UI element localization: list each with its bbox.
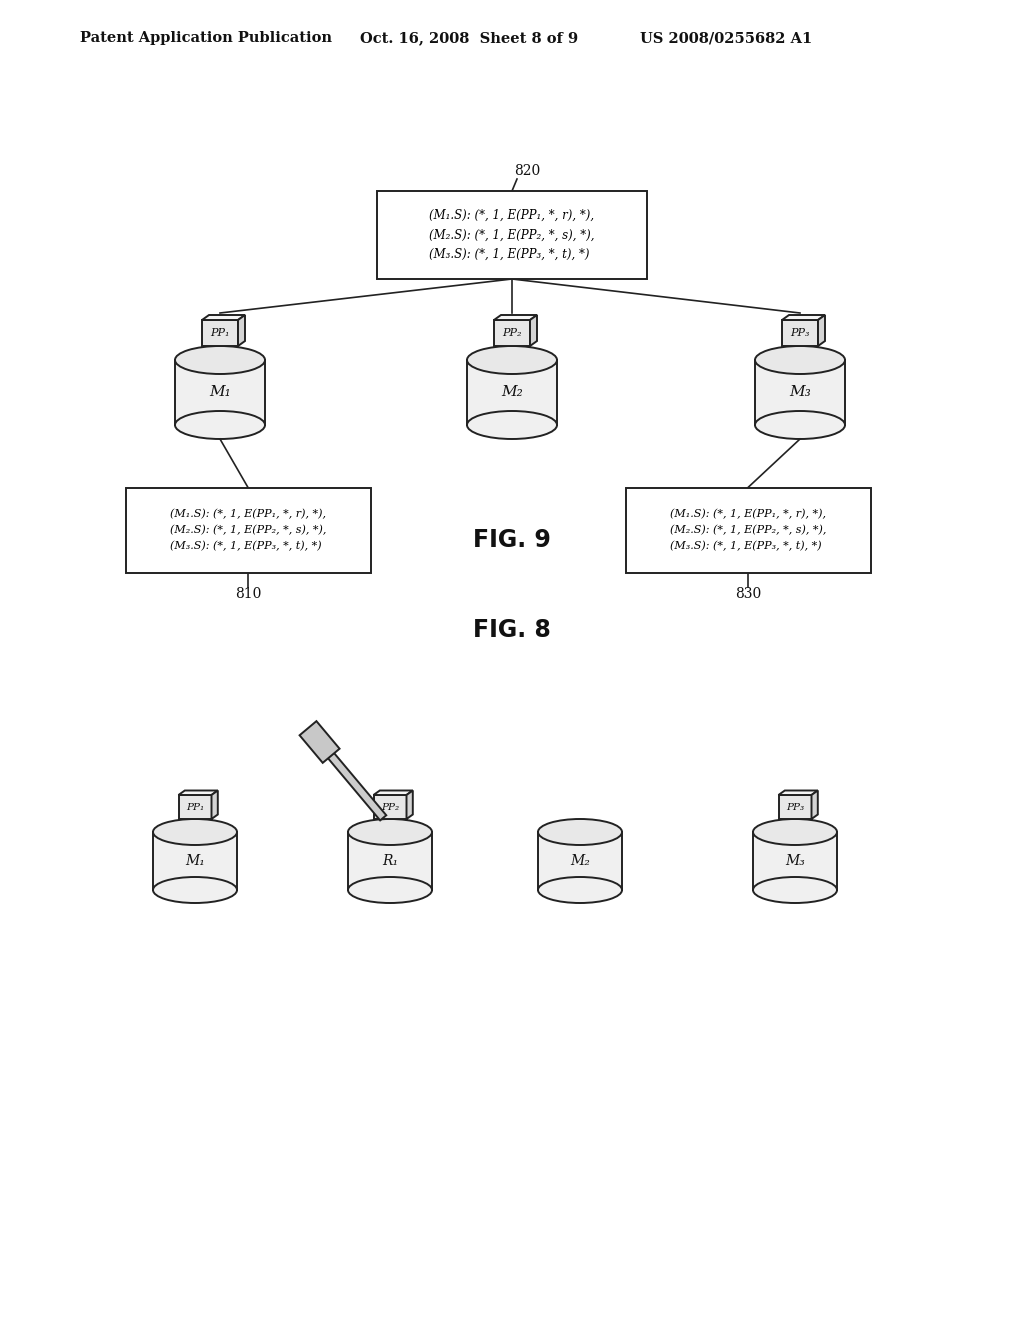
- Text: PP₂: PP₂: [502, 327, 522, 338]
- Ellipse shape: [755, 346, 845, 374]
- Polygon shape: [407, 791, 413, 818]
- FancyBboxPatch shape: [626, 487, 870, 573]
- Text: (M₁.S): (*, 1, E(PP₁, *, r), *),
(M₂.S): (*, 1, E(PP₂, *, s), *),
(M₃.S): (*, 1,: (M₁.S): (*, 1, E(PP₁, *, r), *), (M₂.S):…: [670, 510, 826, 550]
- Polygon shape: [178, 791, 218, 795]
- Polygon shape: [467, 360, 557, 425]
- Polygon shape: [374, 795, 407, 818]
- Text: R₁: R₁: [382, 854, 398, 869]
- Ellipse shape: [753, 818, 837, 845]
- Ellipse shape: [755, 411, 845, 440]
- Polygon shape: [374, 791, 413, 795]
- Text: PP₁: PP₁: [186, 803, 204, 812]
- Text: 810: 810: [234, 587, 261, 602]
- Text: M₃: M₃: [785, 854, 805, 869]
- Text: FIG. 9: FIG. 9: [473, 528, 551, 552]
- Polygon shape: [238, 315, 245, 346]
- Polygon shape: [202, 315, 245, 319]
- Ellipse shape: [348, 876, 432, 903]
- Polygon shape: [178, 795, 212, 818]
- Polygon shape: [153, 832, 237, 890]
- Polygon shape: [538, 832, 622, 890]
- Text: PP₁: PP₁: [210, 327, 229, 338]
- Text: PP₂: PP₂: [381, 803, 399, 812]
- FancyBboxPatch shape: [377, 191, 647, 279]
- Polygon shape: [818, 315, 825, 346]
- Polygon shape: [778, 795, 811, 818]
- Polygon shape: [494, 319, 530, 346]
- Ellipse shape: [348, 818, 432, 845]
- Polygon shape: [300, 721, 340, 763]
- Text: M₁: M₁: [185, 854, 205, 869]
- Text: (M₁.S): (*, 1, E(PP₁, *, r), *),
(M₂.S): (*, 1, E(PP₂, *, s), *),
(M₃.S): (*, 1,: (M₁.S): (*, 1, E(PP₁, *, r), *), (M₂.S):…: [170, 510, 327, 550]
- Text: FIG. 8: FIG. 8: [473, 618, 551, 642]
- Ellipse shape: [467, 411, 557, 440]
- Polygon shape: [755, 360, 845, 425]
- Polygon shape: [811, 791, 818, 818]
- Text: Patent Application Publication: Patent Application Publication: [80, 30, 332, 45]
- Polygon shape: [494, 315, 537, 319]
- Polygon shape: [212, 791, 218, 818]
- Ellipse shape: [175, 411, 265, 440]
- Text: M₂: M₂: [570, 854, 590, 869]
- Ellipse shape: [153, 818, 237, 845]
- Ellipse shape: [467, 346, 557, 374]
- Polygon shape: [348, 832, 432, 890]
- Text: 820: 820: [514, 164, 540, 178]
- Polygon shape: [175, 360, 265, 425]
- Text: M₃: M₃: [790, 385, 811, 400]
- FancyBboxPatch shape: [126, 487, 371, 573]
- Ellipse shape: [153, 876, 237, 903]
- Text: US 2008/0255682 A1: US 2008/0255682 A1: [640, 30, 812, 45]
- Text: 830: 830: [735, 587, 761, 602]
- Polygon shape: [530, 315, 537, 346]
- Text: PP₃: PP₃: [791, 327, 810, 338]
- Polygon shape: [782, 315, 825, 319]
- Text: M₁: M₁: [209, 385, 230, 400]
- Ellipse shape: [538, 876, 622, 903]
- Text: PP₃: PP₃: [786, 803, 804, 812]
- Polygon shape: [782, 319, 818, 346]
- Ellipse shape: [538, 818, 622, 845]
- Text: (M₁.S): (*, 1, E(PP₁, *, r), *),
(M₂.S): (*, 1, E(PP₂, *, s), *),
(M₃.S): (*, 1,: (M₁.S): (*, 1, E(PP₁, *, r), *), (M₂.S):…: [429, 209, 595, 261]
- Text: M₂: M₂: [501, 385, 523, 400]
- Text: Oct. 16, 2008  Sheet 8 of 9: Oct. 16, 2008 Sheet 8 of 9: [360, 30, 579, 45]
- Polygon shape: [753, 832, 837, 890]
- Ellipse shape: [175, 346, 265, 374]
- Polygon shape: [778, 791, 818, 795]
- Polygon shape: [202, 319, 238, 346]
- Ellipse shape: [753, 876, 837, 903]
- Polygon shape: [326, 750, 386, 821]
